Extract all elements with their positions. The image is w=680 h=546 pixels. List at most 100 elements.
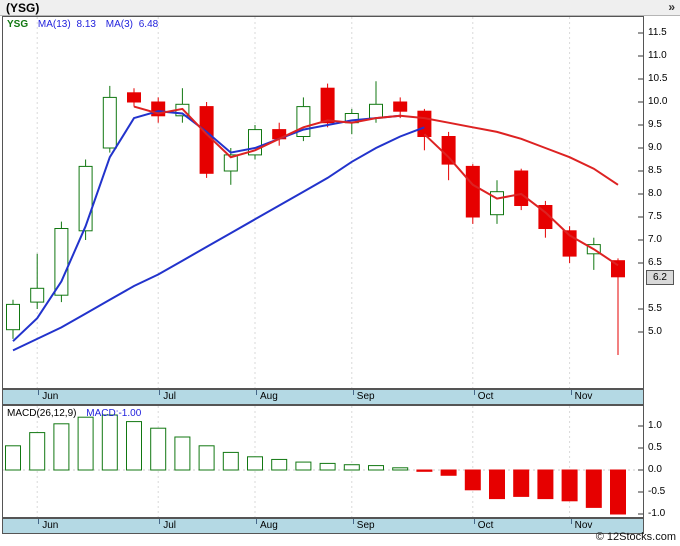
y-axis-label: 5.0 (648, 326, 662, 337)
month-tick (38, 390, 40, 395)
ma3-tail-red (423, 133, 619, 267)
candle-up (30, 287, 45, 303)
y-axis-label: 7.5 (648, 211, 662, 222)
ma-fast-early-blue (12, 110, 401, 342)
macd-bar-negative (610, 469, 626, 515)
y-axis-label: 9.0 (648, 142, 662, 153)
y-axis-label: 7.0 (648, 234, 662, 245)
y-axis-label: 5.5 (648, 303, 662, 314)
macd-chart-svg (3, 406, 643, 517)
candle-up (102, 96, 117, 149)
month-tick (256, 390, 257, 395)
candle-down (514, 170, 529, 206)
price-chart-panel: YSG MA(13) 8.13 MA(3) 6.48 (2, 16, 644, 389)
candle-down (611, 260, 625, 278)
y-axis-label: 10.0 (648, 96, 668, 107)
macd-y-axis-label: 0.0 (648, 464, 662, 475)
macd-bar-positive (53, 423, 70, 471)
macd-bar-positive (392, 467, 409, 471)
macd-bar-negative (464, 469, 481, 491)
price-chart-svg (6, 17, 643, 388)
y-axis-label: 9.5 (648, 119, 662, 130)
month-tick (256, 519, 257, 524)
candle-up (54, 228, 69, 296)
macd-bar-positive (77, 416, 94, 471)
macd-bar-positive (319, 462, 336, 471)
month-tick (159, 519, 161, 524)
macd-bar-positive (222, 451, 239, 471)
y-axis-label: 10.5 (648, 73, 668, 84)
month-tick (473, 519, 475, 524)
macd-bars-group (5, 414, 626, 515)
y-axis-label: 6.5 (648, 257, 662, 268)
macd-bar-negative (416, 469, 433, 472)
ma-slow-early-blue (12, 126, 425, 352)
candle-up (78, 165, 93, 232)
legend-ma13-value: 8.13 (76, 19, 96, 30)
legend-ma3-value: 6.48 (138, 19, 159, 30)
macd-bar-negative (513, 469, 530, 497)
macd-bar-positive (343, 464, 360, 471)
candle-down (417, 110, 432, 137)
month-tick (570, 390, 572, 395)
month-tick (352, 519, 354, 524)
macd-legend: MACD(26,12,9) MACD:-1.00 (7, 408, 148, 419)
y-axis-label: 11.5 (648, 27, 667, 38)
month-label: Nov (574, 520, 593, 531)
month-label: Oct (477, 520, 494, 531)
macd-bar-positive (174, 436, 191, 471)
macd-current-value: MACD:-1.00 (86, 408, 142, 419)
candle-down (441, 136, 456, 165)
credit-link[interactable]: © 12Stocks.com (595, 531, 676, 543)
macd-bar-negative (561, 469, 578, 502)
month-tick (159, 390, 161, 395)
candle-down (465, 165, 480, 218)
macd-y-axis-label: -1.0 (648, 508, 666, 519)
price-legend: YSG MA(13) 8.13 MA(3) 6.48 (7, 19, 165, 30)
candle-up (223, 154, 238, 172)
candle-down (127, 92, 141, 103)
macd-bar-positive (29, 432, 46, 471)
candle-down (393, 101, 408, 112)
macd-y-axis-label: 0.5 (648, 442, 662, 453)
month-tick (473, 390, 475, 395)
macd-bar-positive (368, 465, 384, 471)
macd-bar-negative (489, 469, 505, 500)
y-axis-label: 8.5 (648, 165, 662, 176)
macd-bar-positive (126, 421, 142, 471)
month-label: Jun (42, 391, 59, 402)
month-label: Aug (260, 520, 278, 531)
legend-ma13-label: MA(13) (37, 19, 71, 30)
y-axis-label: 8.0 (648, 188, 662, 199)
legend-ma3-label: MA(3) (105, 19, 133, 30)
month-label: Sep (356, 391, 375, 402)
y-axis-label: 11.0 (648, 50, 667, 61)
price-month-axis: Jun Jul Aug Sep Oct Nov (2, 389, 644, 405)
macd-bar-positive (271, 458, 288, 471)
month-label: Nov (574, 391, 593, 402)
candle-down (320, 87, 335, 124)
macd-bar-positive (198, 445, 215, 471)
candle-down (538, 205, 553, 229)
candle-down (199, 106, 214, 174)
macd-month-axis: Jun Jul Aug Sep Oct Nov (2, 518, 644, 534)
month-label: Jul (163, 391, 176, 402)
macd-y-axis-label: 1.0 (648, 420, 662, 431)
month-tick (352, 390, 354, 395)
last-price-marker: 6.2 (646, 269, 674, 285)
title-bar: (YSG) » (0, 0, 680, 16)
legend-symbol: YSG (7, 19, 29, 30)
candle-up (6, 303, 20, 331)
macd-chart-panel: MACD(26,12,9) MACD:-1.00 (2, 405, 644, 518)
month-tick (570, 519, 572, 524)
month-label: Jun (42, 520, 59, 531)
macd-bar-positive (150, 427, 167, 471)
right-price-axis: 11.5 11.0 10.5 10.0 9.5 9.0 8.5 8.0 7.5 7.0 6.5 5.5… (646, 0, 680, 546)
nav-arrow-link[interactable]: » (668, 0, 675, 14)
month-tick (38, 519, 40, 524)
macd-bar-negative (537, 469, 554, 500)
candle-up (369, 103, 383, 119)
macd-bar-negative (585, 469, 602, 508)
macd-bar-positive (101, 414, 118, 471)
candles-group (6, 81, 625, 355)
